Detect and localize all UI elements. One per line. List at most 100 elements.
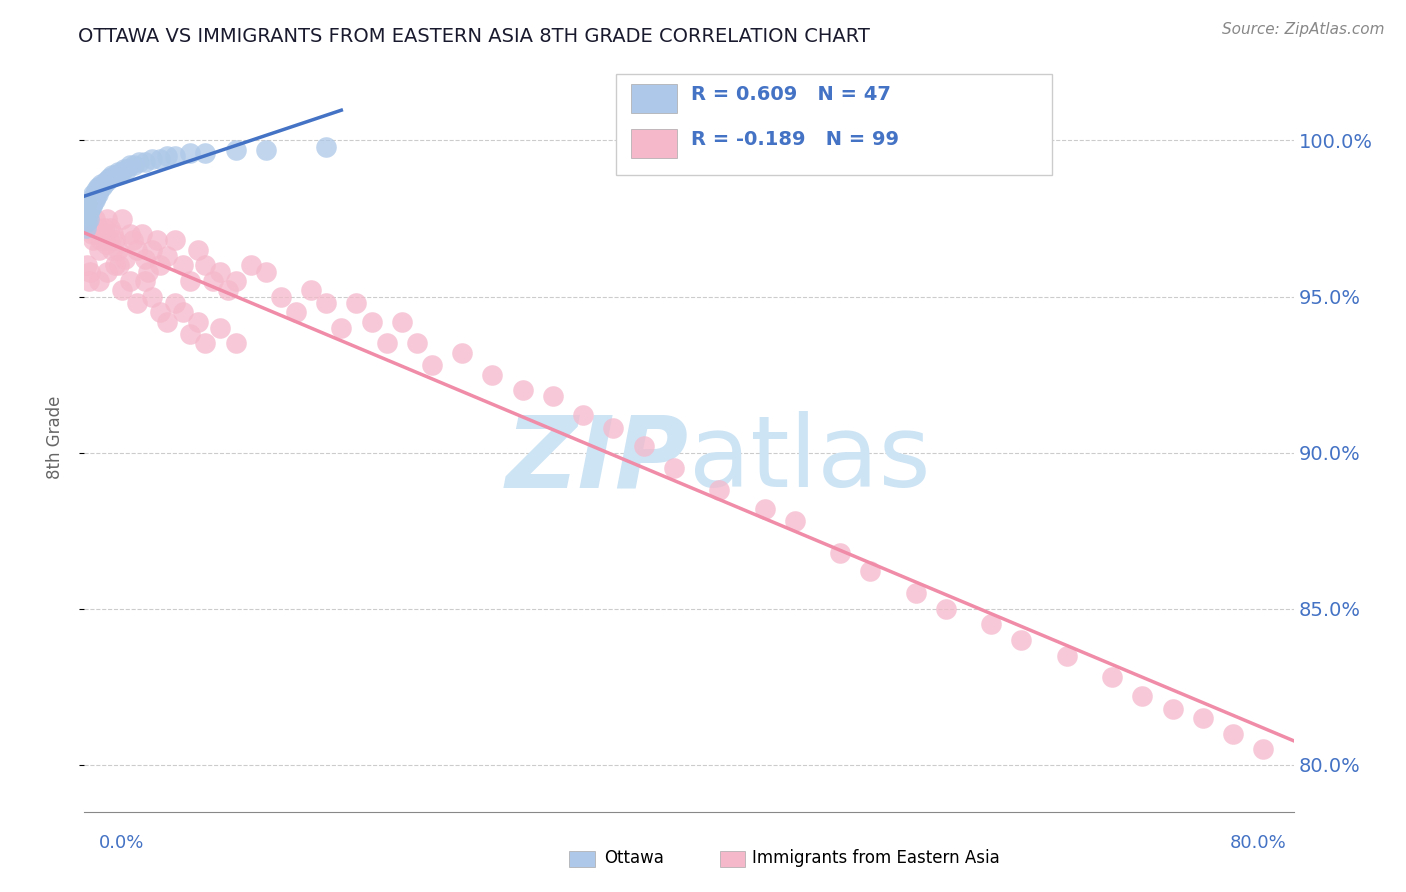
- Point: [82, 189, 104, 203]
- Point: [97, 170, 120, 185]
- Point: [346, 295, 368, 310]
- Point: [165, 149, 187, 163]
- Point: [107, 243, 129, 257]
- Point: [149, 305, 172, 319]
- Point: [754, 501, 776, 516]
- Point: [90, 233, 112, 247]
- Point: [115, 161, 138, 176]
- Point: [391, 315, 413, 329]
- Point: [104, 233, 127, 247]
- Point: [112, 161, 135, 176]
- Point: [187, 243, 209, 257]
- Point: [77, 199, 100, 213]
- Point: [100, 243, 122, 257]
- Point: [980, 617, 1002, 632]
- Point: [375, 336, 398, 351]
- Point: [254, 143, 277, 157]
- Point: [179, 145, 201, 160]
- Point: [360, 315, 382, 329]
- Point: [104, 258, 127, 272]
- FancyBboxPatch shape: [616, 74, 1052, 175]
- Point: [118, 158, 141, 172]
- Point: [134, 252, 156, 266]
- Point: [1192, 711, 1215, 725]
- Point: [194, 258, 217, 272]
- Point: [1222, 727, 1244, 741]
- Point: [201, 274, 224, 288]
- Point: [104, 168, 127, 182]
- Point: [91, 227, 114, 242]
- Point: [165, 295, 187, 310]
- Point: [101, 227, 124, 242]
- Point: [100, 168, 122, 182]
- Point: [633, 439, 655, 453]
- Point: [315, 295, 337, 310]
- Point: [84, 211, 107, 226]
- Point: [141, 290, 163, 304]
- Point: [87, 180, 110, 194]
- Point: [1101, 671, 1123, 685]
- Point: [76, 258, 98, 272]
- Text: Immigrants from Eastern Asia: Immigrants from Eastern Asia: [752, 849, 1000, 867]
- Point: [225, 143, 247, 157]
- Point: [97, 233, 120, 247]
- Point: [239, 258, 262, 272]
- Point: [77, 211, 100, 226]
- Point: [93, 177, 115, 191]
- Point: [84, 186, 107, 201]
- Y-axis label: 8th Grade: 8th Grade: [45, 395, 63, 479]
- Point: [830, 546, 852, 560]
- Point: [859, 565, 882, 579]
- Point: [225, 336, 247, 351]
- Point: [783, 514, 806, 528]
- Text: ZIP: ZIP: [506, 411, 689, 508]
- Point: [118, 274, 141, 288]
- Point: [77, 205, 100, 219]
- Point: [134, 155, 156, 169]
- Point: [79, 264, 101, 278]
- Point: [156, 149, 179, 163]
- Point: [89, 274, 111, 288]
- Point: [134, 274, 156, 288]
- Point: [187, 315, 209, 329]
- Point: [114, 252, 136, 266]
- Point: [91, 180, 114, 194]
- Point: [194, 336, 217, 351]
- Point: [156, 249, 179, 263]
- Point: [225, 274, 247, 288]
- Point: [149, 152, 172, 166]
- Text: atlas: atlas: [689, 411, 931, 508]
- FancyBboxPatch shape: [631, 84, 676, 112]
- Point: [127, 295, 149, 310]
- Point: [86, 184, 108, 198]
- Point: [77, 274, 100, 288]
- Point: [1130, 690, 1153, 704]
- Point: [82, 233, 104, 247]
- Point: [96, 174, 118, 188]
- Point: [96, 264, 118, 278]
- Point: [285, 305, 308, 319]
- Point: [128, 155, 150, 169]
- Point: [77, 211, 100, 226]
- Point: [662, 461, 685, 475]
- Point: [84, 193, 107, 207]
- Point: [86, 189, 108, 203]
- Point: [121, 233, 143, 247]
- Point: [87, 186, 110, 201]
- Point: [179, 327, 201, 342]
- Point: [89, 184, 111, 198]
- Point: [89, 180, 111, 194]
- Point: [111, 211, 134, 226]
- Text: OTTAWA VS IMMIGRANTS FROM EASTERN ASIA 8TH GRADE CORRELATION CHART: OTTAWA VS IMMIGRANTS FROM EASTERN ASIA 8…: [79, 27, 870, 45]
- Point: [420, 358, 443, 372]
- Point: [79, 195, 101, 210]
- Point: [330, 320, 353, 334]
- Point: [96, 211, 118, 226]
- Point: [127, 243, 149, 257]
- Point: [76, 195, 98, 210]
- Point: [1253, 742, 1275, 756]
- Point: [141, 243, 163, 257]
- Point: [94, 174, 117, 188]
- Point: [1161, 702, 1184, 716]
- Point: [179, 274, 201, 288]
